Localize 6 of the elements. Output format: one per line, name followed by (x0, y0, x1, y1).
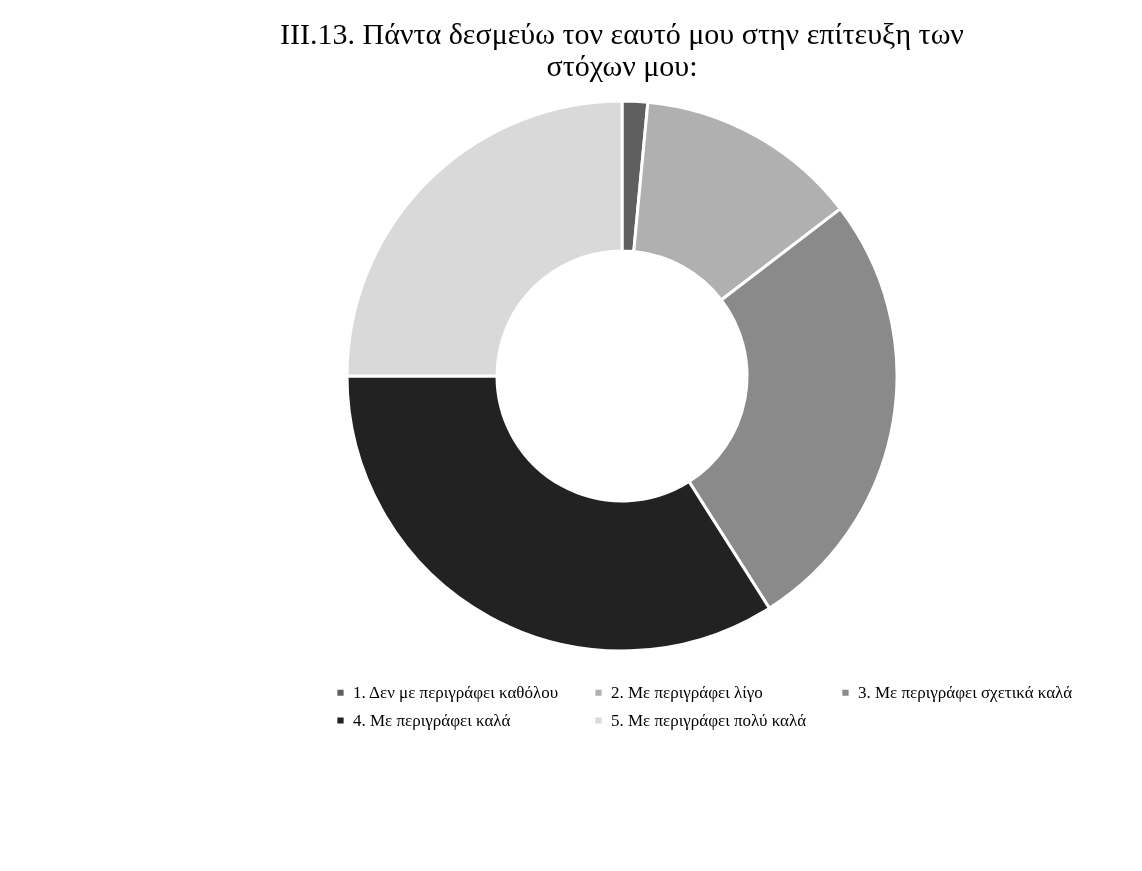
legend-label: 3. Με περιγράφει σχετικά καλά (858, 682, 1073, 702)
legend-label: 2. Με περιγράφει λίγο (611, 682, 763, 702)
legend-label: 1. Δεν με περιγράφει καθόλου (353, 682, 559, 702)
chart-title: III.13. Πάντα δεσμεύω τον εαυτό μου στην επίτευξη των στόχων μου: (280, 17, 964, 82)
legend-label: 4. Με περιγράφει καλά (353, 710, 511, 730)
legend-label: 5. Με περιγράφει πολύ καλά (611, 710, 807, 730)
